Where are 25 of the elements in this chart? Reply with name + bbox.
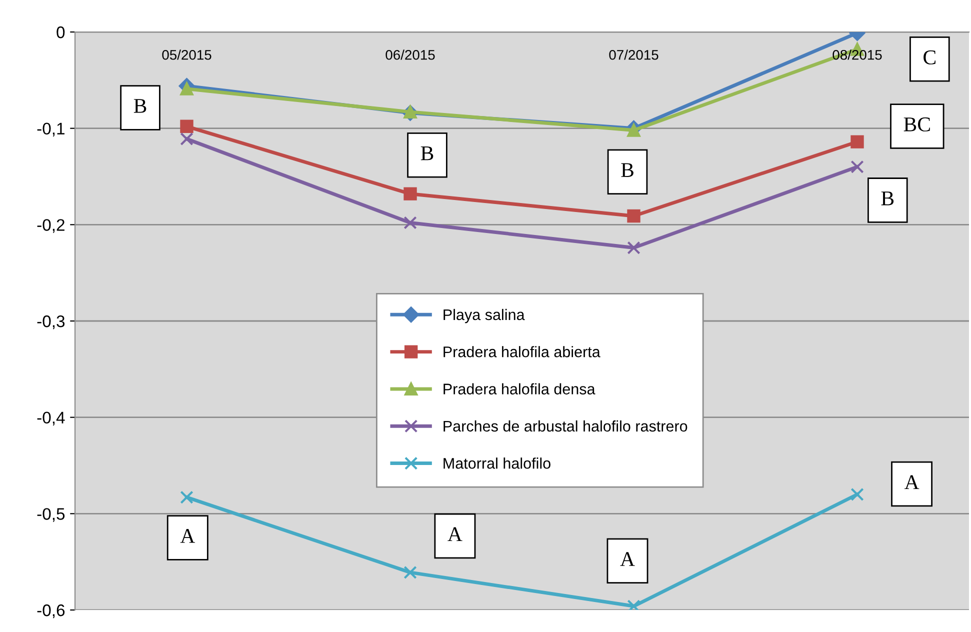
annotation: A xyxy=(904,475,920,490)
y-tick-label: -0,3 xyxy=(37,315,65,330)
annotation: A xyxy=(620,552,635,566)
y-tick-label: -0,5 xyxy=(37,508,65,522)
legend-label: Parches de arbustal halofilo rastrero xyxy=(444,420,688,432)
annotation: BC xyxy=(904,117,930,132)
legend-label: Pradera halofila abierta xyxy=(444,346,600,358)
annotation: B xyxy=(881,192,894,206)
annotation: B xyxy=(134,99,146,113)
y-tick-label: -0,2 xyxy=(37,219,64,233)
annotation: B xyxy=(420,146,434,160)
x-tick-label: 05/2015 xyxy=(162,50,212,60)
legend-label: Matorral halofilo xyxy=(444,458,550,469)
y-tick-label: -0,4 xyxy=(37,412,65,426)
annotation: A xyxy=(448,527,462,542)
y-tick-label: -0,6 xyxy=(37,604,65,618)
y-tick-label: 0 xyxy=(56,26,65,38)
x-tick-label: 07/2015 xyxy=(609,50,658,60)
annotation: A xyxy=(180,529,196,543)
x-tick-label: 06/2015 xyxy=(386,50,435,60)
annotation: C xyxy=(924,50,936,64)
legend-label: Playa salina xyxy=(444,308,525,324)
legend-label: Pradera halofila densa xyxy=(444,383,596,394)
y-tick-label: -0,1 xyxy=(37,122,64,137)
annotation: B xyxy=(621,163,634,177)
